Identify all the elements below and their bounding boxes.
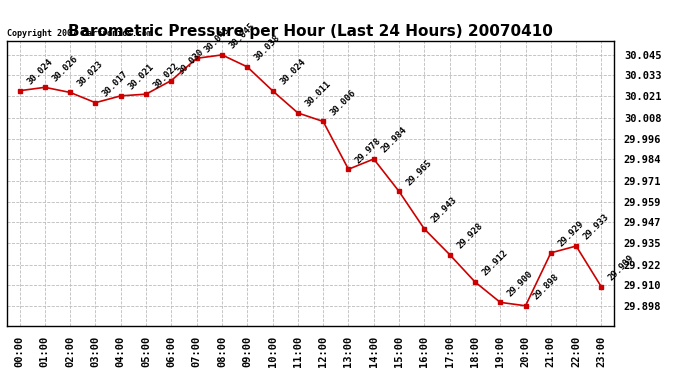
Text: 30.021: 30.021 [126, 63, 155, 92]
Text: 30.043: 30.043 [202, 25, 231, 54]
Text: 30.022: 30.022 [152, 61, 181, 90]
Text: 30.026: 30.026 [50, 54, 79, 83]
Text: 30.023: 30.023 [76, 59, 105, 88]
Text: 30.045: 30.045 [228, 22, 257, 51]
Text: 29.898: 29.898 [531, 272, 560, 302]
Text: 30.017: 30.017 [101, 69, 130, 99]
Text: 30.006: 30.006 [328, 88, 358, 117]
Text: 29.978: 29.978 [354, 136, 383, 165]
Text: 29.929: 29.929 [556, 219, 586, 249]
Text: 30.024: 30.024 [25, 57, 55, 87]
Text: 29.900: 29.900 [506, 269, 535, 298]
Text: 30.030: 30.030 [177, 47, 206, 76]
Text: 30.024: 30.024 [278, 57, 307, 87]
Text: 30.038: 30.038 [253, 33, 282, 63]
Text: 29.933: 29.933 [582, 213, 611, 242]
Text: 30.011: 30.011 [304, 80, 333, 109]
Text: 29.912: 29.912 [480, 249, 510, 278]
Text: 29.984: 29.984 [380, 126, 408, 155]
Text: Copyright 2007 Cartronics.com: Copyright 2007 Cartronics.com [7, 29, 152, 38]
Text: 29.928: 29.928 [455, 221, 484, 251]
Text: 29.943: 29.943 [430, 196, 459, 225]
Text: 29.965: 29.965 [404, 158, 434, 187]
Title: Barometric Pressure per Hour (Last 24 Hours) 20070410: Barometric Pressure per Hour (Last 24 Ho… [68, 24, 553, 39]
Text: 29.909: 29.909 [607, 254, 636, 283]
